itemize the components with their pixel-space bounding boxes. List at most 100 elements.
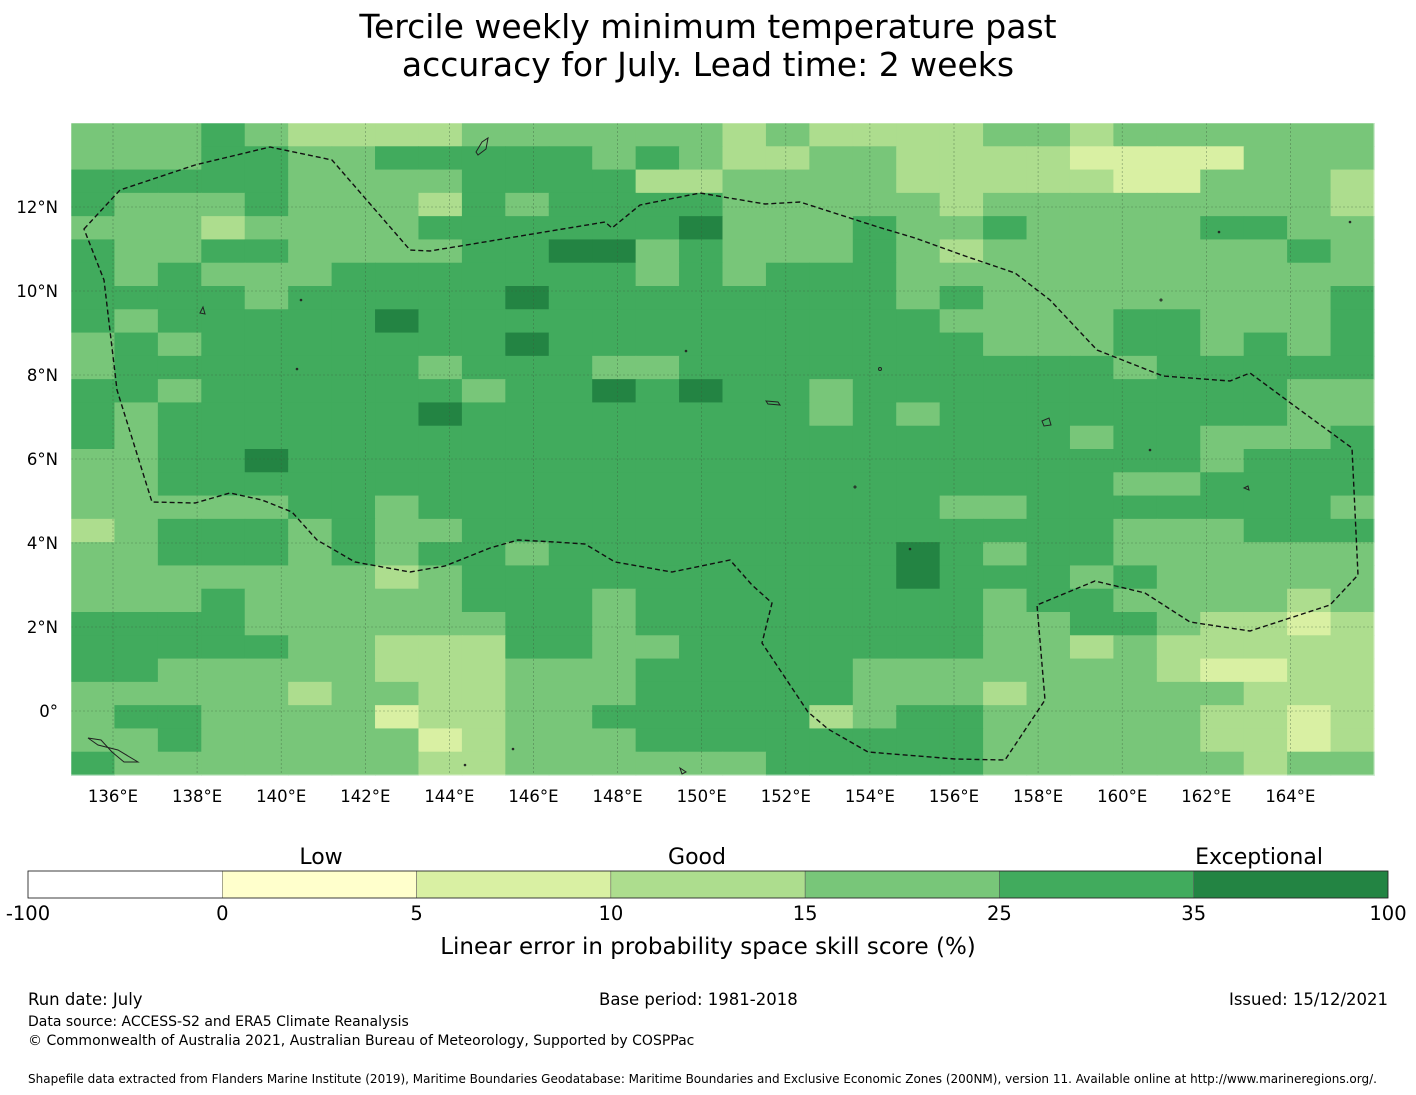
grid-cell: [1287, 542, 1332, 567]
grid-cell: [461, 425, 506, 450]
grid-cell: [548, 332, 593, 357]
grid-cell: [157, 751, 202, 776]
grid-cell: [331, 705, 376, 730]
grid-cell: [461, 262, 506, 287]
grid-cell: [201, 216, 246, 241]
grid-cell: [201, 192, 246, 217]
grid-cell: [635, 379, 680, 404]
grid-cell: [1200, 495, 1245, 520]
grid-cell: [288, 425, 333, 450]
grid-cell: [201, 286, 246, 310]
grid-cell: [201, 751, 246, 776]
grid-cell: [765, 146, 810, 171]
grid-cell: [1113, 379, 1158, 404]
grid-cell: [548, 635, 593, 660]
grid-cell: [418, 262, 463, 287]
grid-cell: [331, 332, 376, 357]
grid-cell: [635, 658, 680, 683]
grid-cell: [722, 379, 767, 404]
grid-cell: [722, 355, 767, 380]
grid-cell: [939, 518, 984, 543]
grid-cell: [635, 612, 680, 636]
grid-cell: [765, 588, 810, 613]
grid-cell: [244, 658, 289, 683]
grid-cell: [852, 495, 897, 520]
grid-cell: [418, 286, 463, 310]
grid-cell: [896, 192, 941, 217]
grid-cell: [939, 425, 984, 450]
grid-cell: [1069, 146, 1114, 171]
grid-cell: [679, 751, 724, 776]
grid-cell: [375, 146, 420, 171]
grid-cell: [244, 472, 289, 497]
grid-cell: [1156, 449, 1201, 473]
grid-cell: [1243, 332, 1288, 357]
lon-tick-label: 156°E: [929, 787, 979, 806]
lon-tick-label: 154°E: [845, 787, 895, 806]
grid-cell: [1069, 379, 1114, 404]
grid-cell: [548, 612, 593, 636]
grid-cell: [157, 402, 202, 427]
grid-cell: [896, 472, 941, 497]
grid-cell: [1156, 169, 1201, 194]
grid-cell: [592, 286, 637, 310]
grid-cell: [1156, 262, 1201, 287]
grid-cell: [461, 565, 506, 590]
grid-cell: [375, 309, 420, 334]
grid-cell: [809, 216, 854, 241]
grid-cell: [461, 449, 506, 473]
grid-cell: [201, 402, 246, 427]
grid-cell: [1026, 262, 1071, 287]
grid-cell: [1287, 262, 1332, 287]
grid-cell: [1156, 425, 1201, 450]
grid-cell: [939, 588, 984, 613]
grid-cell: [635, 216, 680, 241]
lat-tick-label: 4°N: [27, 534, 58, 553]
grid-cell: [71, 705, 116, 730]
grid-cell: [418, 472, 463, 497]
grid-cell: [201, 542, 246, 567]
grid-cell: [1069, 239, 1114, 264]
grid-cell: [1243, 355, 1288, 380]
grid-cell: [375, 379, 420, 404]
grid-cell: [288, 612, 333, 636]
grid-cell: [331, 425, 376, 450]
grid-cell: [244, 379, 289, 404]
grid-cell: [1200, 216, 1245, 241]
grid-cell: [244, 216, 289, 241]
grid-cell: [71, 472, 116, 497]
grid-cell: [635, 239, 680, 264]
lon-tick-label: 136°E: [88, 787, 138, 806]
grid-cell: [1156, 658, 1201, 683]
grid-cell: [244, 332, 289, 357]
grid-cell: [722, 588, 767, 613]
grid-cell: [1156, 612, 1201, 636]
grid-cell: [114, 146, 159, 171]
grid-cell: [1287, 635, 1332, 660]
grid-cell: [1243, 705, 1288, 730]
grid-cell: [71, 192, 116, 217]
grid-cell: [201, 518, 246, 543]
grid-cell: [983, 472, 1028, 497]
grid-cell: [157, 146, 202, 171]
grid-cell: [852, 449, 897, 473]
grid-cell: [939, 402, 984, 427]
grid-cell: [1156, 239, 1201, 264]
grid-cell: [592, 402, 637, 427]
grid-cell: [71, 309, 116, 334]
grid-cell: [1113, 355, 1158, 380]
grid-cell: [1287, 658, 1332, 683]
grid-cell: [1026, 146, 1071, 171]
grid-cell: [331, 751, 376, 776]
grid-cell: [809, 728, 854, 753]
grid-cell: [71, 425, 116, 450]
grid-cell: [852, 192, 897, 217]
lon-tick-label: 140°E: [256, 787, 306, 806]
grid-cell: [939, 262, 984, 287]
colorbar-tick: 15: [793, 902, 818, 925]
grid-cell: [1200, 449, 1245, 473]
grid-cell: [679, 286, 724, 310]
grid-cell: [852, 286, 897, 310]
grid-cell: [288, 588, 333, 613]
grid-cell: [1113, 239, 1158, 264]
